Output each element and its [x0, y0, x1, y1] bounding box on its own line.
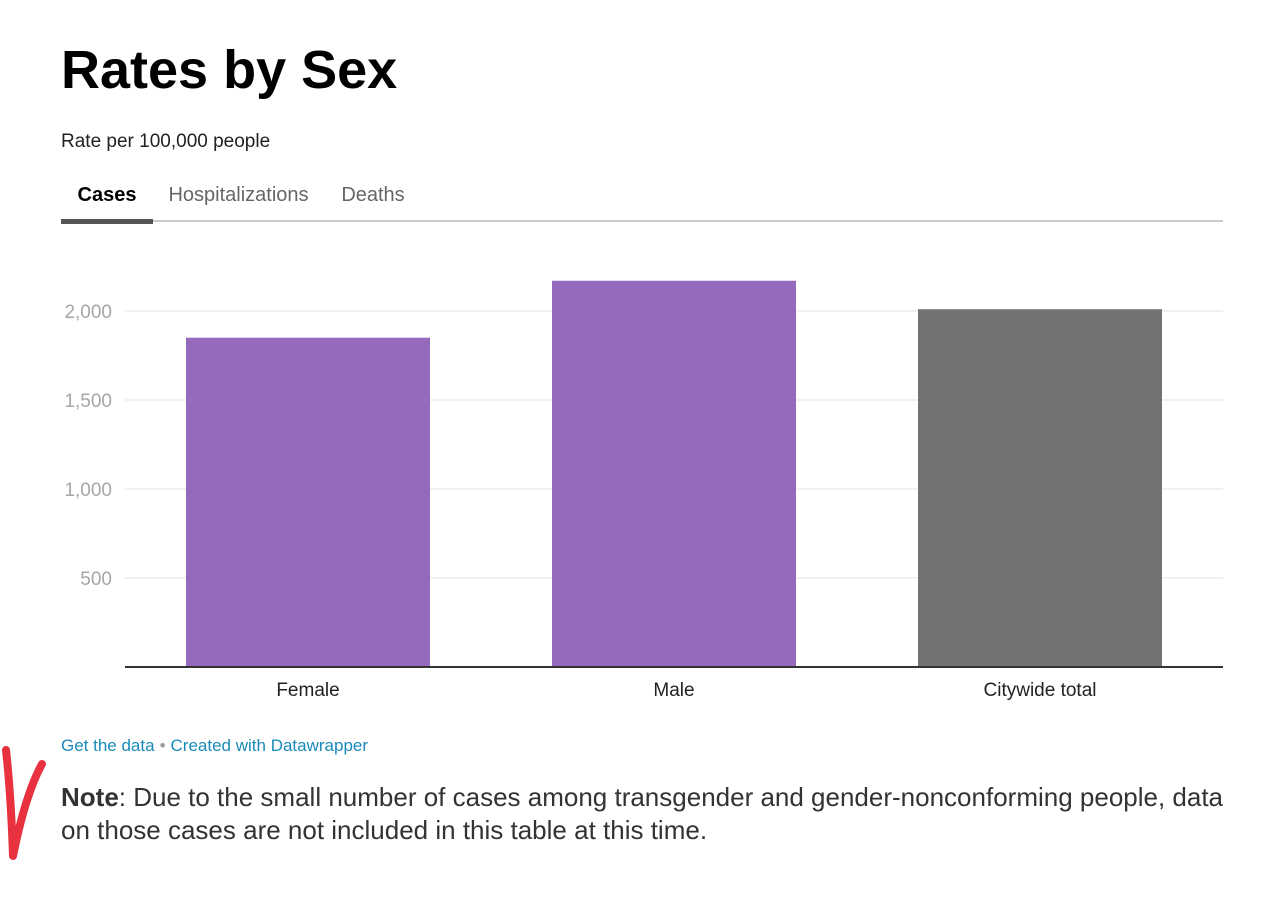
tab-hospitalizations[interactable]: Hospitalizations — [168, 184, 309, 206]
datawrapper-link[interactable]: Created with Datawrapper — [170, 736, 369, 755]
chart-title: Rates by Sex — [61, 40, 398, 100]
bar-chart: 500 1,000 1,500 2,000 Female Male Citywide tot… — [64, 280, 1223, 701]
footer-separator: • — [159, 736, 166, 755]
x-tick-label: Citywide total — [984, 680, 1097, 701]
bar — [918, 309, 1162, 667]
tab-bar: Cases Hospitalizations Deaths — [61, 176, 1223, 224]
chart-footer: Get the data • Created with Datawrapper — [61, 736, 368, 756]
note-body: : Due to the small number of cases among… — [61, 782, 1224, 845]
red-pen-mark — [2, 746, 46, 860]
note-label: Note — [61, 782, 119, 812]
y-tick-label: 500 — [80, 569, 112, 590]
note-text: Note: Due to the small number of cases a… — [61, 781, 1231, 847]
x-tick-label: Female — [276, 680, 339, 701]
get-the-data-link[interactable]: Get the data — [61, 736, 155, 755]
bar — [186, 337, 430, 667]
chart-subtitle: Rate per 100,000 people — [61, 131, 271, 152]
tab-cases[interactable]: Cases — [61, 176, 153, 224]
red-check-stroke — [2, 746, 46, 860]
bar — [552, 280, 796, 667]
tab-deaths[interactable]: Deaths — [341, 184, 405, 206]
y-tick-label: 2,000 — [64, 302, 112, 323]
y-tick-label: 1,500 — [64, 391, 112, 412]
x-tick-label: Male — [653, 680, 694, 701]
y-tick-label: 1,000 — [64, 480, 112, 501]
